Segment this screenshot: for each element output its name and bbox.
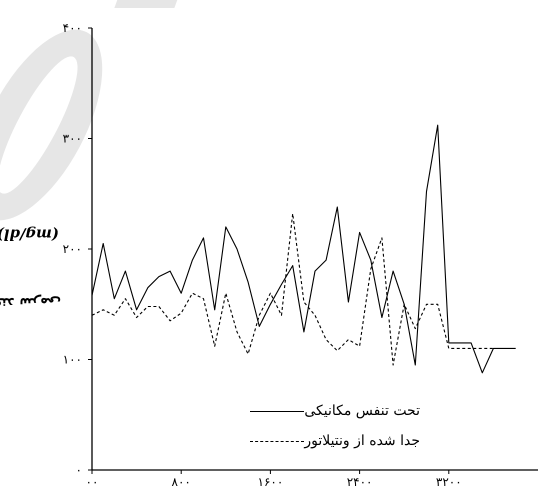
series-lines bbox=[91, 124, 516, 374]
y-tick-label: ۳۰۰ bbox=[63, 132, 82, 146]
y-tick-label: ۰ bbox=[76, 463, 82, 477]
legend: تحت تنفس مکانیکی جدا شده از ونتیلاتور bbox=[180, 396, 420, 456]
x-tick-label: ۸۰۰ bbox=[172, 475, 191, 487]
y-tick-label: ۱۰۰ bbox=[63, 353, 82, 367]
series-line-weaned bbox=[91, 213, 494, 366]
y-axis-title: قند سرمی (mg/dl) bbox=[0, 175, 61, 365]
legend-swatch-dashed bbox=[250, 440, 305, 442]
legend-label-ventilated: تحت تنفس مکانیکی bbox=[304, 403, 420, 419]
legend-item-ventilated: تحت تنفس مکانیکی bbox=[180, 396, 420, 426]
x-tick-label: ۱۶۰۰ bbox=[258, 475, 284, 487]
x-tick-label: ۳۲۰۰ bbox=[436, 475, 462, 487]
y-tick-label: ۴۰۰ bbox=[63, 21, 82, 35]
x-tick-label: ۰۰ bbox=[86, 475, 99, 487]
legend-item-weaned: جدا شده از ونتیلاتور bbox=[180, 426, 420, 456]
tick-labels: ۰ ۱۰۰ ۲۰۰ ۳۰۰ ۴۰۰ ۰۰ ۸۰۰ ۱۶۰۰ ۲۴۰۰ ۳۲۰۰ bbox=[63, 21, 462, 487]
legend-swatch-solid bbox=[250, 410, 305, 412]
y-axis-title-unit: (mg/dl) bbox=[0, 225, 60, 244]
y-tick-label: ۲۰۰ bbox=[63, 242, 82, 256]
series-line-ventilated bbox=[91, 124, 516, 374]
chart-axes bbox=[88, 27, 538, 474]
legend-label-weaned: جدا شده از ونتیلاتور bbox=[304, 433, 420, 449]
y-axis-title-bold: قند سرمی bbox=[0, 294, 62, 313]
x-tick-label: ۲۴۰۰ bbox=[347, 475, 373, 487]
